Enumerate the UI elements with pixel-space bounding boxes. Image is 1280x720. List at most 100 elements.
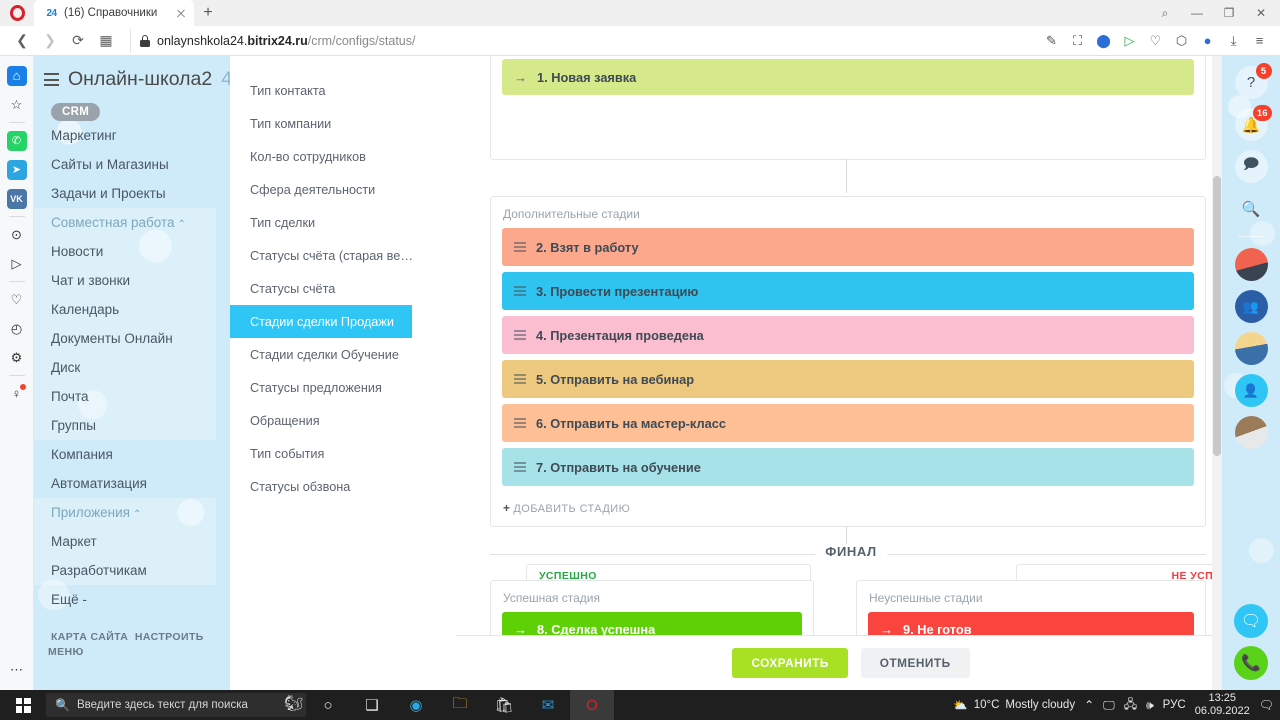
config-item-deal-stages-sales[interactable]: Стадии сделки Продажи (230, 305, 412, 338)
drag-handle-icon[interactable] (514, 374, 526, 384)
stage-row[interactable]: 6. Отправить на мастер-класс (502, 404, 1194, 442)
config-item-employees[interactable]: Кол-во сотрудников (250, 149, 366, 164)
sidebar-item-automation[interactable]: Автоматизация (51, 476, 147, 491)
drag-handle-icon[interactable] (514, 418, 526, 428)
stage-row[interactable]: 5. Отправить на вебинар (502, 360, 1194, 398)
sidebar-item-market[interactable]: Маркет (34, 527, 216, 556)
config-item-call-status[interactable]: Статусы обзвона (250, 479, 351, 494)
flow-icon[interactable]: ▷ (11, 255, 22, 271)
cancel-button[interactable]: ОТМЕНИТЬ (860, 648, 970, 678)
scrollbar-thumb[interactable] (1213, 176, 1221, 456)
sidebar-item-company[interactable]: Компания (51, 447, 113, 462)
back-icon[interactable]: ❮ (16, 32, 28, 48)
opera-taskbar-icon[interactable]: O (570, 690, 614, 720)
new-tab-button[interactable]: + (203, 4, 213, 21)
add-stage-button[interactable]: + ДОБАВИТЬ СТАДИЮ (491, 492, 1205, 526)
snapshot-icon[interactable]: ⛶ (1072, 32, 1083, 48)
language-indicator[interactable]: РУС (1162, 699, 1186, 711)
history-icon[interactable]: ◴ (10, 320, 23, 336)
stage-row[interactable]: → 1. Новая заявка (502, 59, 1194, 95)
sidebar-item-chat[interactable]: Чат и звонки (34, 266, 216, 295)
settings-gear-icon[interactable]: ⚙ (10, 349, 23, 365)
volume-icon[interactable]: 🕪 (1146, 697, 1154, 712)
config-item-deal-type[interactable]: Тип сделки (250, 215, 316, 230)
weather-widget[interactable]: ⛅ 10°C Mostly cloudy (953, 698, 1075, 712)
sidebar-item-drive[interactable]: Диск (34, 353, 216, 382)
taskbar-search-input[interactable]: 🔍 Введите здесь текст для поиска 🐿 (46, 693, 306, 717)
action-center-icon[interactable]: 🗨 (1258, 698, 1274, 712)
taskbar-clock[interactable]: 13:25 06.09.2022 (1195, 692, 1250, 717)
mail-icon[interactable]: ✉ (541, 697, 555, 714)
config-item-deal-stages-training[interactable]: Стадии сделки Обучение (250, 347, 399, 362)
edit-note-icon[interactable]: ✎ (1046, 32, 1057, 48)
config-item-quote-status[interactable]: Статусы предложения (250, 380, 382, 395)
sidebar-item-developers[interactable]: Разработчикам (34, 556, 216, 585)
menu-burger-icon[interactable] (44, 73, 59, 86)
speed-dial-icon[interactable]: ▦ (99, 32, 113, 48)
sidebar-item-calendar[interactable]: Календарь (34, 295, 216, 324)
tips-icon[interactable]: ♀ (0, 379, 34, 408)
avatar[interactable] (1234, 248, 1268, 281)
save-button[interactable]: СОХРАНИТЬ (732, 648, 848, 678)
sidebar-item-marketing[interactable]: Маркетинг (51, 128, 117, 143)
config-item-invoice-status[interactable]: Статусы счёта (250, 281, 336, 296)
network-icon[interactable]: 🖧 (1123, 696, 1138, 711)
group-chat-icon[interactable]: 👥 (1234, 290, 1268, 323)
start-button[interactable] (0, 690, 46, 720)
drag-handle-icon[interactable] (514, 462, 526, 472)
microsoft-store-icon[interactable]: 🛍 (494, 697, 514, 714)
shield-icon[interactable]: ⬤ (1096, 32, 1111, 48)
drag-handle-icon[interactable] (514, 286, 526, 296)
sidebar-item-groups[interactable]: Группы (34, 411, 216, 440)
profile-avatar-icon[interactable]: ● (1203, 33, 1212, 48)
sidebar-group-collaboration[interactable]: Совместная работа ⌃ (34, 208, 216, 237)
telegram-icon[interactable]: ➤ (0, 155, 34, 184)
stage-row[interactable]: 2. Взят в работу (502, 228, 1194, 266)
window-minimize-button[interactable]: — (1191, 6, 1203, 20)
file-explorer-icon[interactable]: 🗀 (452, 694, 468, 712)
user-clock-icon[interactable]: 👤 (1234, 374, 1268, 407)
tray-app-icon[interactable]: 🖵 (1103, 697, 1115, 712)
taskview-cortana-icon[interactable]: ○ (323, 696, 333, 714)
config-item-company-type[interactable]: Тип компании (250, 116, 332, 131)
chat-icon[interactable]: 🗩 (1234, 150, 1268, 183)
heart-icon[interactable]: ♡ (1149, 32, 1162, 48)
browser-tab[interactable]: 24 (16) Справочники (34, 0, 194, 26)
stage-row[interactable]: 3. Провести презентацию (502, 272, 1194, 310)
opera-home-icon[interactable]: ⌂ (0, 61, 34, 90)
sidebar-item-more[interactable]: Ещё - (51, 592, 87, 607)
extensions-icon[interactable]: ⬡ (1175, 32, 1188, 48)
downloads-icon[interactable]: ⤓ (1230, 32, 1237, 48)
sidebar-item-sites[interactable]: Сайты и Магазины (51, 157, 169, 172)
forward-icon[interactable]: ❯ (44, 32, 56, 48)
tray-expand-icon[interactable]: ⌃ (1084, 698, 1095, 712)
easy-setup-icon[interactable]: ≡ (1255, 33, 1264, 48)
call-fab[interactable]: 📞 (1234, 646, 1268, 680)
help-icon[interactable]: ? 5 (1234, 63, 1272, 99)
sidebar-item-documents[interactable]: Документы Онлайн (34, 324, 216, 353)
open-chat-fab[interactable]: 🗨 (1234, 604, 1268, 638)
sidebar-sitemap-link[interactable]: КАРТА САЙТА (51, 631, 129, 643)
config-item-requests[interactable]: Обращения (250, 413, 320, 428)
search-icon[interactable]: 🔍 (1241, 200, 1261, 218)
player-icon[interactable]: ⊙ (11, 226, 22, 242)
config-item-event-type[interactable]: Тип события (250, 446, 325, 461)
stage-row[interactable]: 4. Презентация проведена (502, 316, 1194, 354)
drag-handle-icon[interactable] (514, 330, 526, 340)
opera-bookmarks-icon[interactable]: ☆ (10, 96, 23, 112)
sidebar-item-tasks[interactable]: Задачи и Проекты (51, 186, 166, 201)
pinboards-icon[interactable]: ♡ (10, 291, 23, 307)
tab-close-icon[interactable] (174, 6, 188, 20)
drag-handle-icon[interactable] (514, 242, 526, 252)
sidebar-more-icon[interactable]: ⋯ (10, 661, 23, 677)
config-item-contact-type[interactable]: Тип контакта (250, 83, 326, 98)
window-close-button[interactable]: ✕ (1255, 6, 1267, 20)
edge-icon[interactable]: ◉ (409, 697, 423, 714)
vk-icon[interactable]: VK (0, 184, 34, 213)
bell-icon[interactable]: 🔔 16 (1234, 105, 1272, 141)
address-bar[interactable]: onlaynshkola24.bitrix24.ru/crm/configs/s… (130, 28, 1033, 53)
vpn-icon[interactable]: ▷ (1124, 32, 1135, 48)
avatar[interactable] (1234, 416, 1268, 449)
task-view-icon[interactable]: ❑ (365, 697, 379, 714)
sidebar-configure-menu-link[interactable]: НАСТРОИТЬ МЕНЮ (48, 631, 204, 658)
